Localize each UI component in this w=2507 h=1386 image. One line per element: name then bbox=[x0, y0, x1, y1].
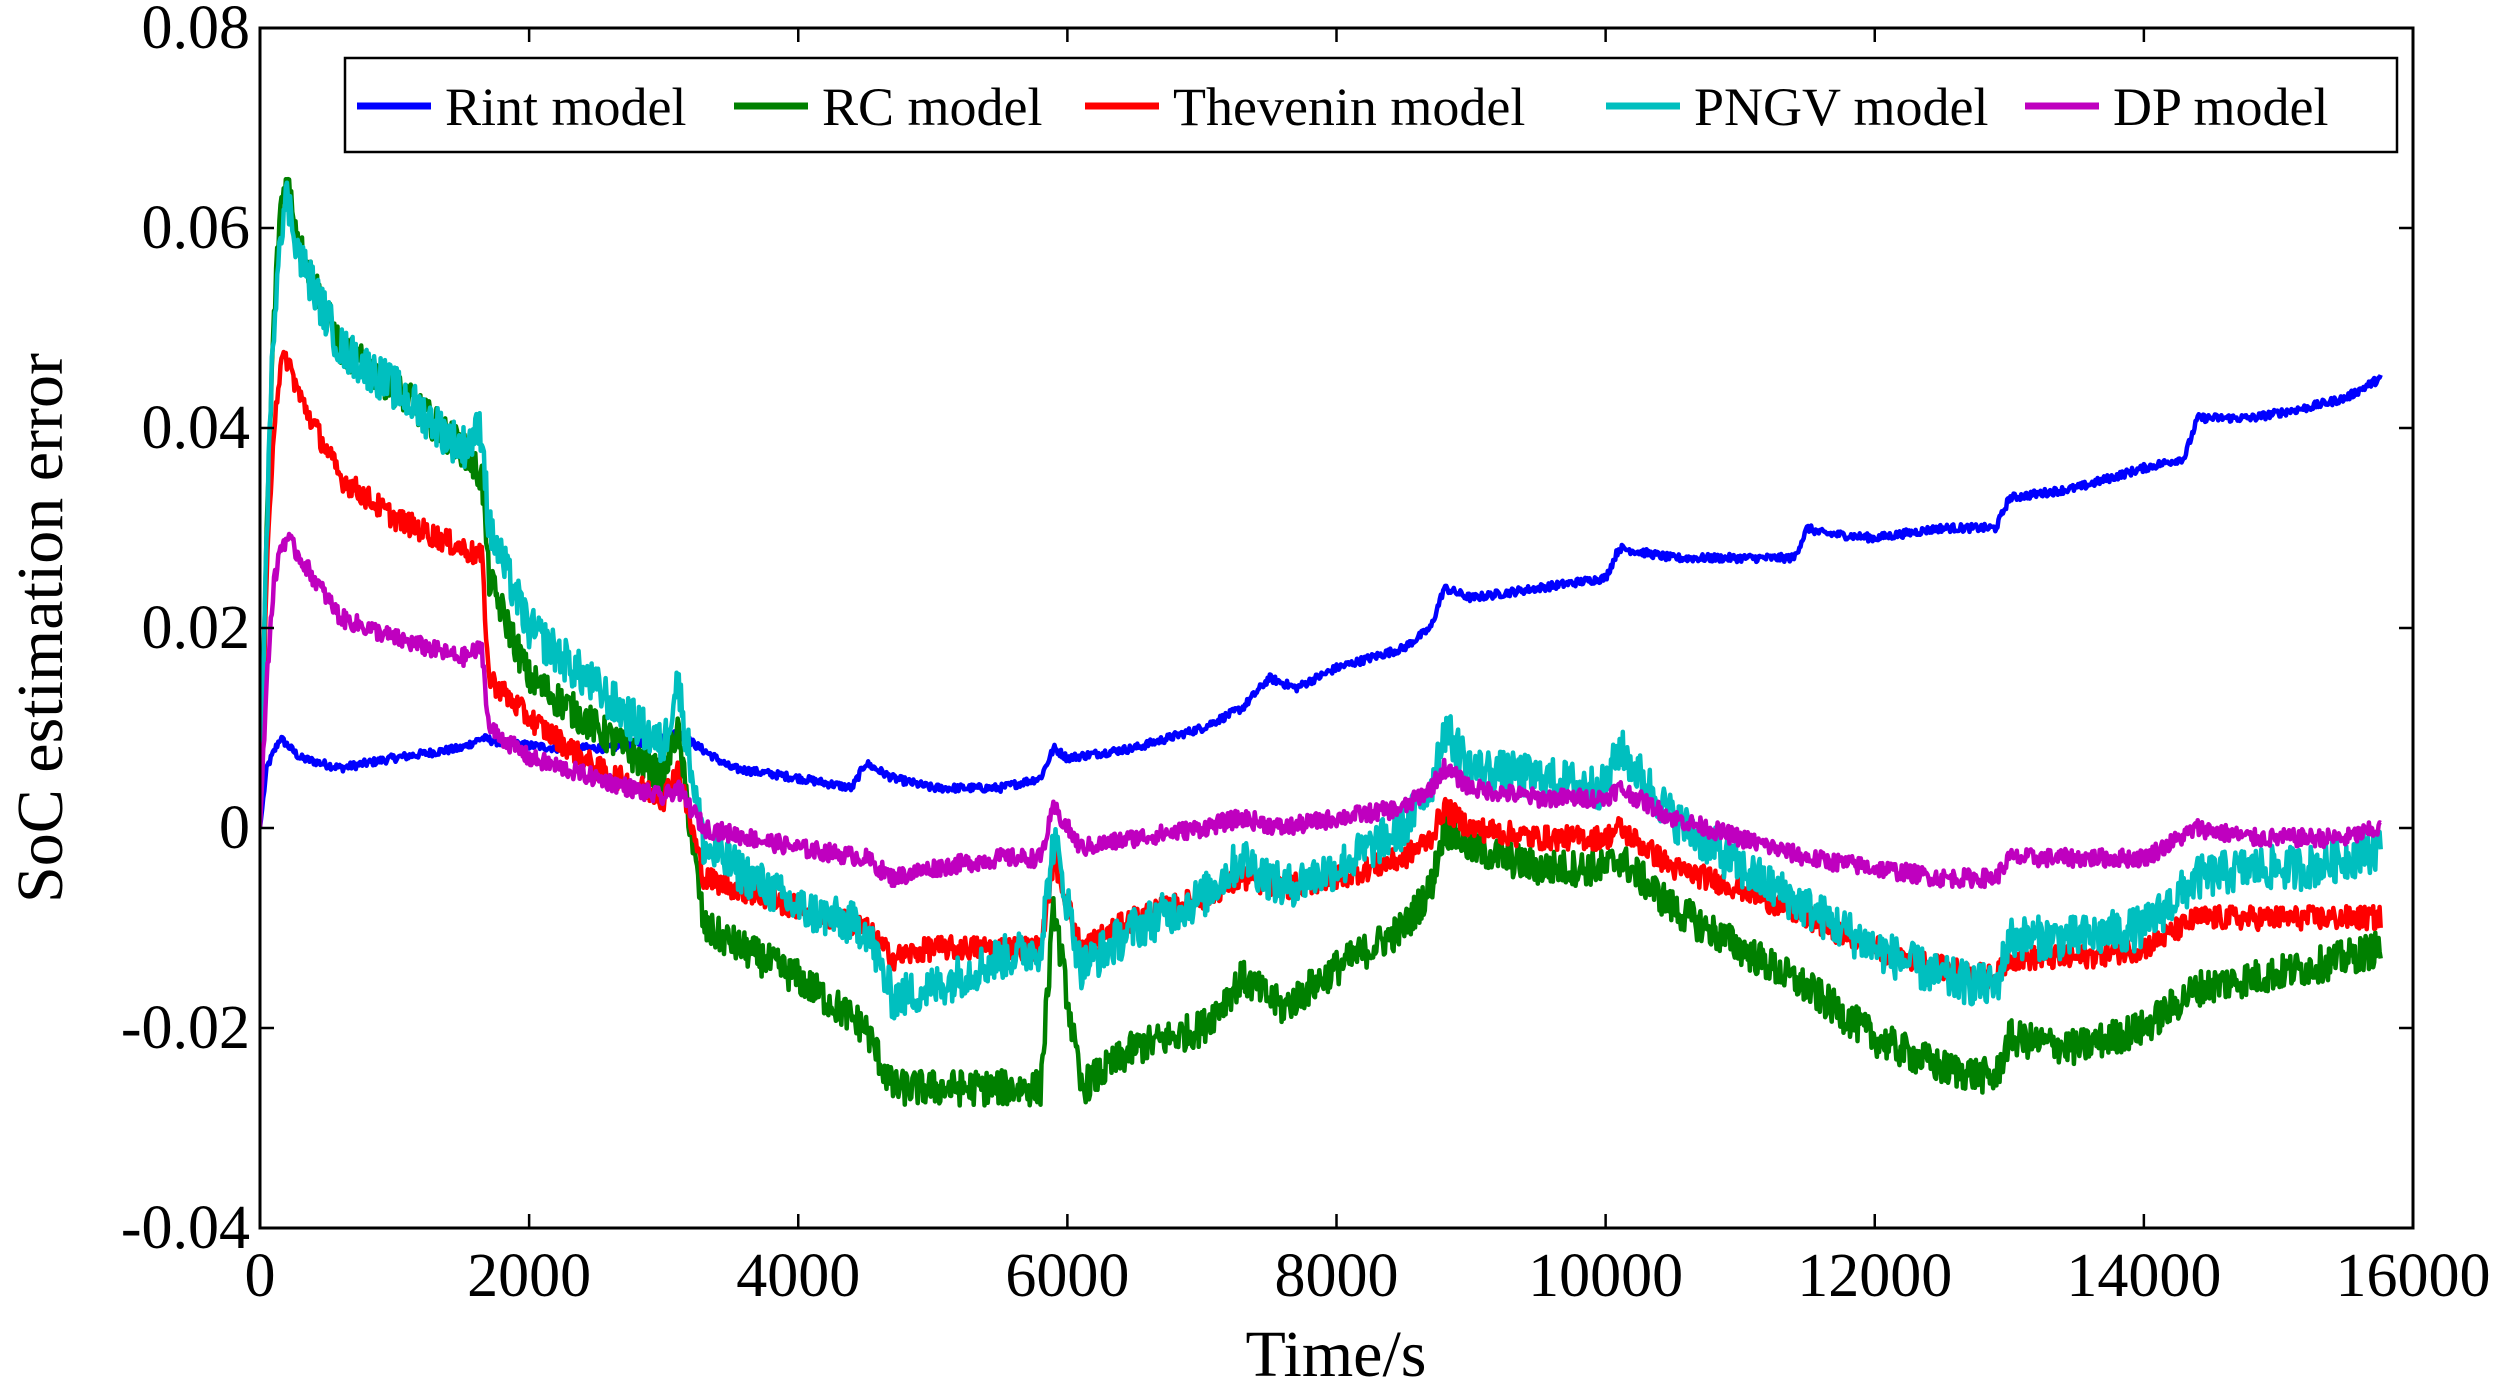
series-line-pngv-model bbox=[260, 180, 2383, 1021]
x-tick-label: 6000 bbox=[1005, 1242, 1129, 1310]
series-layer bbox=[260, 176, 2383, 1108]
y-tick-label: 0.04 bbox=[142, 394, 251, 462]
x-tick-label: 12000 bbox=[1797, 1242, 1952, 1310]
x-tick-label: 2000 bbox=[467, 1242, 591, 1310]
x-tick-label: 14000 bbox=[2066, 1242, 2221, 1310]
y-tick-label: -0.02 bbox=[121, 994, 250, 1062]
legend: Rint model RC model Thevenin model PNGV mod… bbox=[343, 56, 2399, 154]
x-tick-label: 4000 bbox=[736, 1242, 860, 1310]
series-line-dp-model bbox=[260, 531, 2382, 890]
legend-label: DP model bbox=[2113, 77, 2329, 137]
series-line-rc-model bbox=[260, 176, 2383, 1108]
x-tick-label: 8000 bbox=[1275, 1242, 1399, 1310]
legend-label: Rint model bbox=[445, 77, 687, 137]
y-tick-label: 0 bbox=[219, 794, 250, 862]
y-tick-label: 0.06 bbox=[142, 194, 251, 262]
x-tick-label: 10000 bbox=[1528, 1242, 1683, 1310]
y-axis-title: SoC estimation error bbox=[4, 353, 77, 903]
legend-label: PNGV model bbox=[1694, 77, 1989, 137]
legend-label: Thevenin model bbox=[1173, 77, 1525, 137]
axis-ticks: 0 2000 4000 6000 8000 10000 12000 14000 16000 -0.… bbox=[121, 0, 2491, 1310]
y-tick-label: -0.04 bbox=[121, 1194, 250, 1262]
x-axis-title: Time/s bbox=[1246, 1318, 1427, 1386]
x-tick-label: 16000 bbox=[2336, 1242, 2491, 1310]
x-tick-label: 0 bbox=[245, 1242, 276, 1310]
y-tick-label: 0.08 bbox=[142, 0, 251, 62]
y-tick-label: 0.02 bbox=[142, 594, 251, 662]
legend-label: RC model bbox=[822, 77, 1043, 137]
